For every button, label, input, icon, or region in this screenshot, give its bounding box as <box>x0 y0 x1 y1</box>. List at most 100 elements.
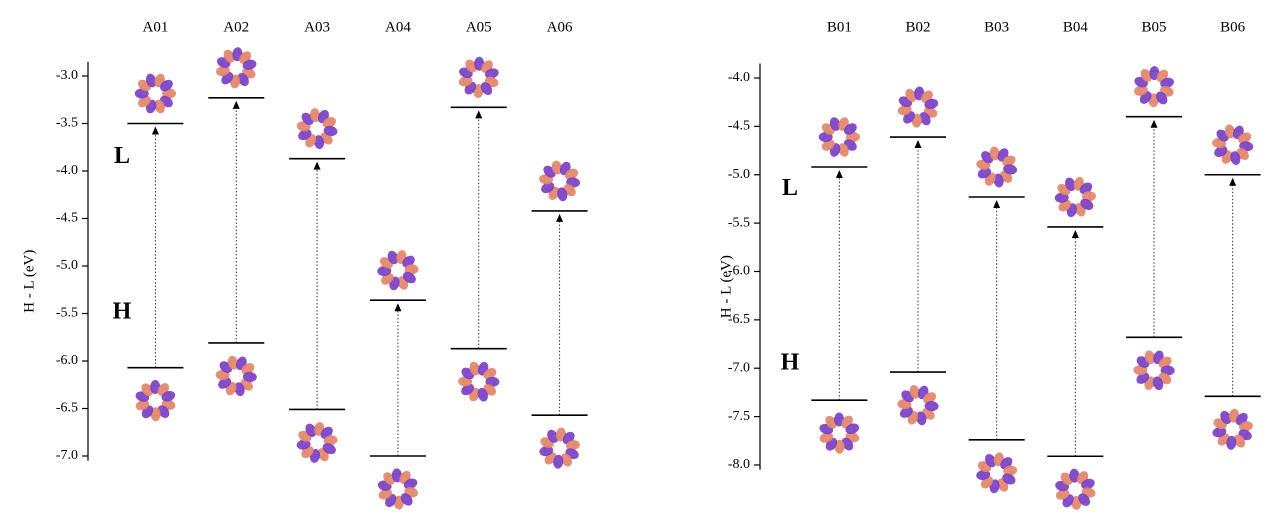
y-tick-label: -7.0 <box>728 360 750 375</box>
orbital-lobe <box>1239 421 1253 432</box>
arrow-head <box>475 110 483 119</box>
orbital-lobe <box>138 95 151 108</box>
orbital-lobe <box>391 468 402 483</box>
orbital-image <box>897 86 939 128</box>
orbital-lobe <box>1230 151 1241 166</box>
orbital-lobe <box>1160 77 1174 89</box>
y-tick-label: -4.5 <box>56 211 78 226</box>
orbital-lobe <box>1081 478 1095 490</box>
orbital-image <box>215 355 257 397</box>
y-tick-label: -5.5 <box>56 306 78 321</box>
orbital-lobe <box>899 406 913 418</box>
y-tick-label: -3.5 <box>56 116 78 131</box>
orbital-lobe <box>819 432 834 443</box>
orbital-image <box>296 422 338 463</box>
orbital-image <box>1055 468 1096 510</box>
orbital-lobe <box>484 68 499 79</box>
orbital-lobe <box>223 49 235 63</box>
orbital-image <box>539 160 581 202</box>
category-label: A02 <box>223 19 249 35</box>
orbital-lobe <box>480 82 493 96</box>
orbital-lobe <box>564 168 579 180</box>
orbital-lobe <box>989 146 1000 161</box>
orbital-lobe <box>458 75 473 87</box>
orbital-image <box>539 427 580 469</box>
orbital-lobe <box>1078 493 1091 506</box>
orbital-lobe <box>919 112 931 126</box>
orbital-lobe <box>400 493 413 506</box>
category-label: A01 <box>142 19 168 35</box>
orbital-image <box>377 468 419 510</box>
arrow-head <box>993 199 1001 208</box>
orbital-lobe <box>296 439 311 450</box>
annotation: L <box>114 143 130 169</box>
orbital-lobe <box>1080 198 1094 211</box>
orbital-lobe <box>825 415 837 429</box>
orbital-lobe <box>1003 164 1018 175</box>
orbital-lobe <box>313 135 325 150</box>
orbital-lobe <box>1233 434 1246 448</box>
orbital-lobe <box>923 392 937 404</box>
orbital-image <box>216 47 257 89</box>
orbital-image <box>1212 124 1254 166</box>
orbital-lobe <box>237 73 249 87</box>
y-tick-label: -4.0 <box>728 70 750 85</box>
orbital-lobe <box>469 361 480 376</box>
category-label: B02 <box>905 19 930 35</box>
orbital-lobe <box>541 182 555 194</box>
orbital-lobe <box>1158 356 1172 369</box>
orbital-lobe <box>1055 489 1070 500</box>
orbital-lobe <box>551 160 562 175</box>
orbital-lobe <box>216 65 230 77</box>
category-label: A06 <box>547 19 573 35</box>
orbital-lobe <box>227 355 239 370</box>
y-tick-label: -5.5 <box>728 215 750 230</box>
orbital-lobe <box>985 454 996 468</box>
orbital-lobe <box>916 411 927 426</box>
orbital-lobe <box>553 454 564 469</box>
orbital-lobe <box>1226 435 1237 450</box>
y-tick-label: -6.5 <box>728 312 750 327</box>
orbital-image <box>819 412 860 454</box>
y-tick-label: -3.0 <box>56 68 78 83</box>
orbital-lobe <box>1003 465 1018 476</box>
category-label: B05 <box>1141 19 1166 35</box>
orbital-lobe <box>1140 69 1153 82</box>
orbital-image <box>458 56 499 98</box>
orbital-lobe <box>560 453 573 467</box>
orbital-image <box>1212 408 1253 450</box>
y-tick-label: -8.0 <box>728 457 750 472</box>
orbital-lobe <box>141 383 154 397</box>
orbital-lobe <box>905 88 917 102</box>
category-label: B03 <box>984 19 1009 35</box>
orbital-lobe <box>403 478 418 490</box>
orbital-lobe <box>377 265 392 276</box>
y-tick-label: -6.0 <box>56 353 78 368</box>
orbital-lobe <box>387 250 399 265</box>
orbital-lobe <box>539 445 554 457</box>
arrow-head <box>1150 119 1158 128</box>
orbital-lobe <box>323 435 338 446</box>
orbital-lobe <box>322 117 336 129</box>
orbital-lobe <box>298 129 312 141</box>
orbital-lobe <box>1152 376 1164 391</box>
orbital-lobe <box>157 405 170 418</box>
orbital-lobe <box>402 271 416 284</box>
orbital-image <box>1054 176 1096 218</box>
orbital-image <box>296 108 338 150</box>
orbital-lobe <box>829 117 841 131</box>
y-tick-label: -6.5 <box>56 401 78 416</box>
annotation: H <box>781 350 800 376</box>
orbital-image <box>1133 350 1175 391</box>
arrow-head <box>835 170 843 179</box>
y-tick-label: -5.0 <box>728 167 750 182</box>
orbital-lobe <box>161 391 176 402</box>
y-tick-label: -7.5 <box>728 409 750 424</box>
orbital-image <box>897 384 939 426</box>
orbital-lobe <box>305 423 317 437</box>
orbital-lobe <box>310 108 321 123</box>
annotation: L <box>782 175 798 201</box>
annotation: H <box>113 299 132 325</box>
orbital-lobe <box>838 143 849 157</box>
